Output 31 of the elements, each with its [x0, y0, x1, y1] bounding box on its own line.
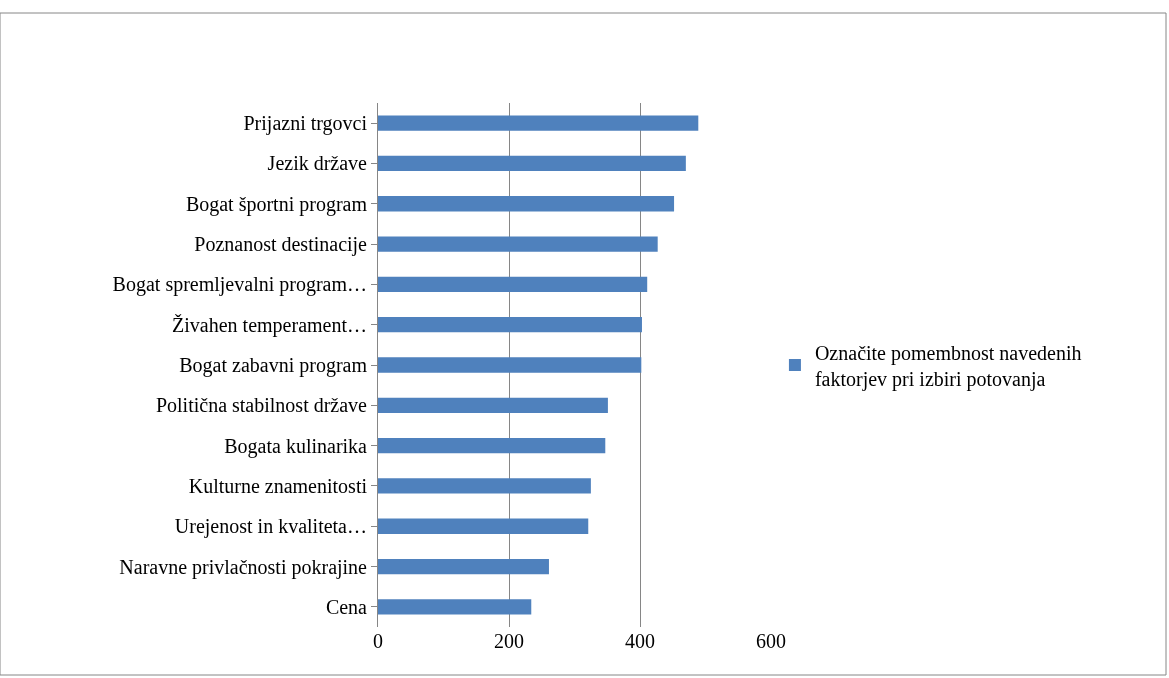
y-tick-label: Cena: [325, 595, 368, 618]
bar: [378, 317, 642, 333]
bar: [378, 276, 648, 293]
y-tick-label: Urejenost in kvaliteta…: [174, 515, 367, 539]
x-tick-label: 600: [756, 630, 786, 652]
bar: [378, 155, 686, 172]
bar: [378, 518, 589, 534]
x-tick-label: 0: [373, 630, 383, 652]
y-tick-label: Kulturne znamenitosti: [188, 474, 368, 497]
y-tick-label: Politična stabilnost države: [155, 394, 368, 417]
bar: [378, 196, 675, 212]
x-tick-label: 400: [625, 630, 655, 652]
y-tick-label: Bogat spremljevalni program…: [112, 273, 367, 297]
y-tick-label: Poznanost destinacije: [194, 233, 368, 257]
y-tick-label: Živahen temperament…: [172, 313, 367, 337]
y-tick-label: Bogata kulinarika: [224, 434, 368, 458]
y-tick-label: Naravne privlačnosti pokrajine: [119, 555, 368, 579]
legend-label: Označite pomembnost navedenih faktorjev pri izbiri potovanja: [814, 341, 1082, 391]
bar: [378, 236, 658, 252]
y-tick-label: Bogat športni program: [185, 192, 368, 216]
y-tick-label: Prijazni trgovci: [243, 112, 368, 136]
bar: [378, 397, 608, 413]
bar: [378, 478, 591, 494]
bar: [378, 437, 606, 454]
x-tick-label: 200: [494, 630, 524, 652]
bar: [378, 115, 699, 131]
y-tick-label: Jezik države: [267, 152, 368, 175]
y-tick-label: Bogat zabavni program: [179, 354, 368, 377]
bar: [378, 357, 642, 373]
bar: [378, 558, 549, 575]
bar: [378, 599, 532, 615]
